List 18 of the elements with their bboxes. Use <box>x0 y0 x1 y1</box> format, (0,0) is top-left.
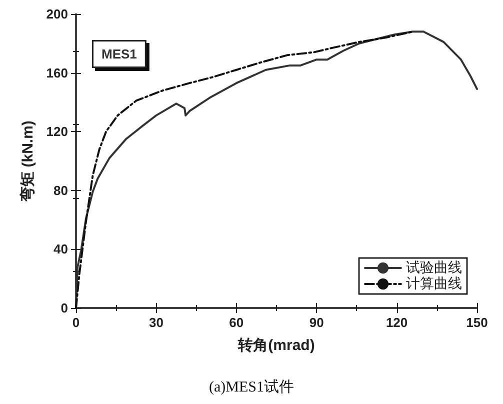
x-tick-label: 30 <box>148 315 164 330</box>
x-tick-label: 0 <box>72 315 80 330</box>
y-tick-label: 80 <box>54 182 68 198</box>
y-tick-label: 40 <box>54 242 68 257</box>
x-tick-label: 120 <box>386 315 408 330</box>
x-tick-label: 60 <box>229 315 244 330</box>
x-axis-title: 转角(mrad) <box>237 337 315 354</box>
legend-label: 试验曲线 <box>406 260 462 276</box>
annotation: MES1 <box>102 46 137 62</box>
x-tick-label: 150 <box>466 315 488 330</box>
legend-label: 计算曲线 <box>406 276 462 292</box>
y-axis-title: 弯矩 (kN.m) <box>18 120 36 202</box>
y-tick-label: 160 <box>46 65 68 80</box>
y-tick-label: 120 <box>46 124 68 140</box>
y-tick-label: 0 <box>60 300 68 316</box>
x-tick-label: 90 <box>309 315 324 330</box>
y-tick-label: 200 <box>46 6 68 22</box>
text: (a)MES1试件 <box>209 378 294 396</box>
